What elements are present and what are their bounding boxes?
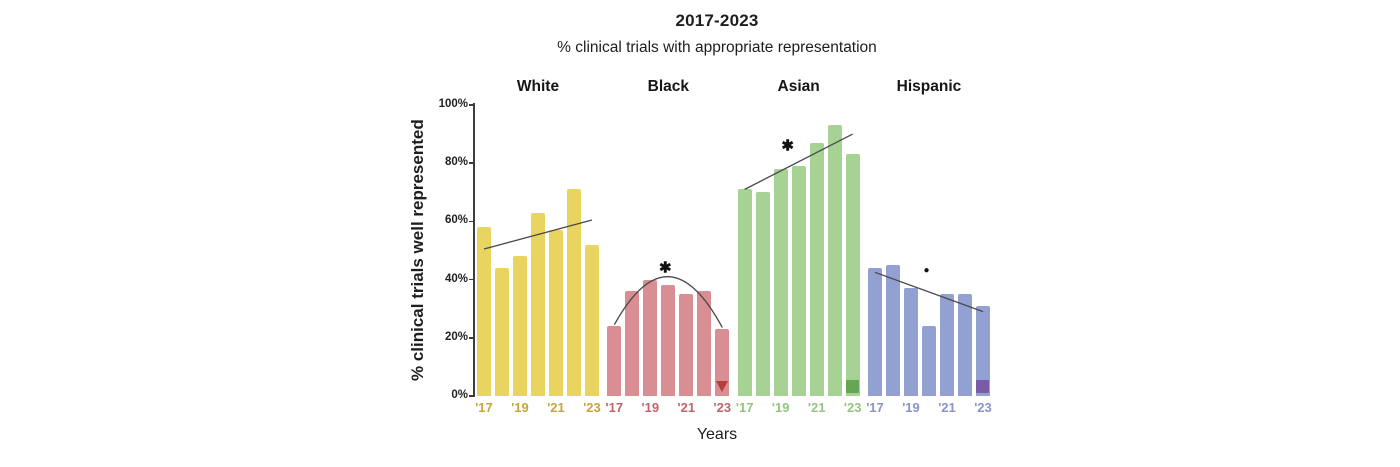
chart-title: 2017-2023 [675,11,759,30]
x-tick-label: '19 [511,400,529,415]
bar-asian-2017 [737,189,752,396]
x-tick-label: '19 [771,400,790,415]
x-tick-label: '17 [475,400,493,415]
x-tick-label: '23 [583,400,601,415]
y-axis-line [473,103,475,397]
x-tick-label: '23 [843,400,862,415]
y-tick-label: 0% [451,389,468,401]
y-tick-mark [469,278,474,281]
bar-hispanic-2022 [957,294,972,396]
bar-hispanic-2019 [903,288,918,396]
bar-hispanic-2023 [975,305,990,396]
bar-white-2021 [549,230,563,396]
x-tick-label: '17 [735,400,754,415]
bar-white-2017 [477,227,491,396]
marker-square-asian [846,380,860,393]
bar-asian-2020 [791,166,806,396]
chart-subtitle: % clinical trials with appropriate repre… [557,39,877,56]
group-label-hispanic: Hispanic [896,78,962,95]
group-label-black: Black [647,78,690,95]
marker-triangle-down-black [715,381,728,392]
bar-asian-2022 [827,125,842,396]
bar-black-2019 [643,279,658,396]
x-tick-label: '21 [807,400,826,415]
bar-white-2023 [585,244,599,396]
annotation-hispanic: ● [923,264,930,276]
bar-asian-2023 [845,154,860,396]
x-tick-label: '23 [713,400,732,415]
bar-black-2017 [607,326,622,396]
bar-black-2018 [625,291,640,396]
annotation-black: ✱ [658,259,672,277]
y-tick-mark [469,220,474,223]
bar-hispanic-2021 [939,294,954,396]
group-label-asian: Asian [777,78,820,95]
x-tick-label: '23 [974,400,992,415]
bar-hispanic-2018 [885,265,900,396]
x-tick-label: '21 [677,400,696,415]
y-tick-mark [469,337,474,339]
annotation-asian: ✱ [781,137,794,155]
bar-hispanic-2017 [867,267,882,396]
bar-black-2023 [715,329,730,396]
bar-white-2019 [513,256,527,396]
y-tick-label: 40% [444,272,468,285]
x-tick-label: '21 [547,400,565,415]
bar-black-2020 [661,285,676,396]
x-tick-label: '17 [866,400,884,415]
bar-asian-2021 [809,142,824,396]
marker-square-hispanic [976,380,990,393]
bar-asian-2019 [773,169,788,396]
y-tick-label: 60% [444,214,468,227]
bar-white-2018 [495,267,509,396]
x-tick-label: '21 [938,400,956,415]
y-tick-mark [469,162,474,164]
bar-black-2022 [697,291,712,396]
bar-white-2022 [567,189,581,396]
y-tick-label: 100% [438,98,468,110]
bar-white-2020 [531,212,545,396]
y-tick-label: 80% [444,156,468,169]
y-tick-mark [469,395,474,397]
x-tick-label: '17 [605,400,624,415]
y-axis-label: % clinical trials well represented [408,119,427,381]
y-tick-mark [469,104,474,106]
x-axis-label: Years [696,426,738,443]
x-tick-label: '19 [641,400,660,415]
bar-asian-2018 [755,192,770,396]
bar-black-2021 [679,294,694,396]
y-tick-label: 20% [444,330,468,343]
group-label-white: White [516,78,560,95]
bar-hispanic-2020 [921,326,936,396]
x-tick-label: '19 [902,400,920,415]
